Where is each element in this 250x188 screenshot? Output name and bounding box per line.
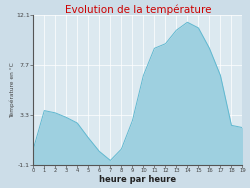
Title: Evolution de la température: Evolution de la température [64,4,211,15]
Y-axis label: Température en °C: Température en °C [9,62,15,118]
X-axis label: heure par heure: heure par heure [99,175,176,184]
